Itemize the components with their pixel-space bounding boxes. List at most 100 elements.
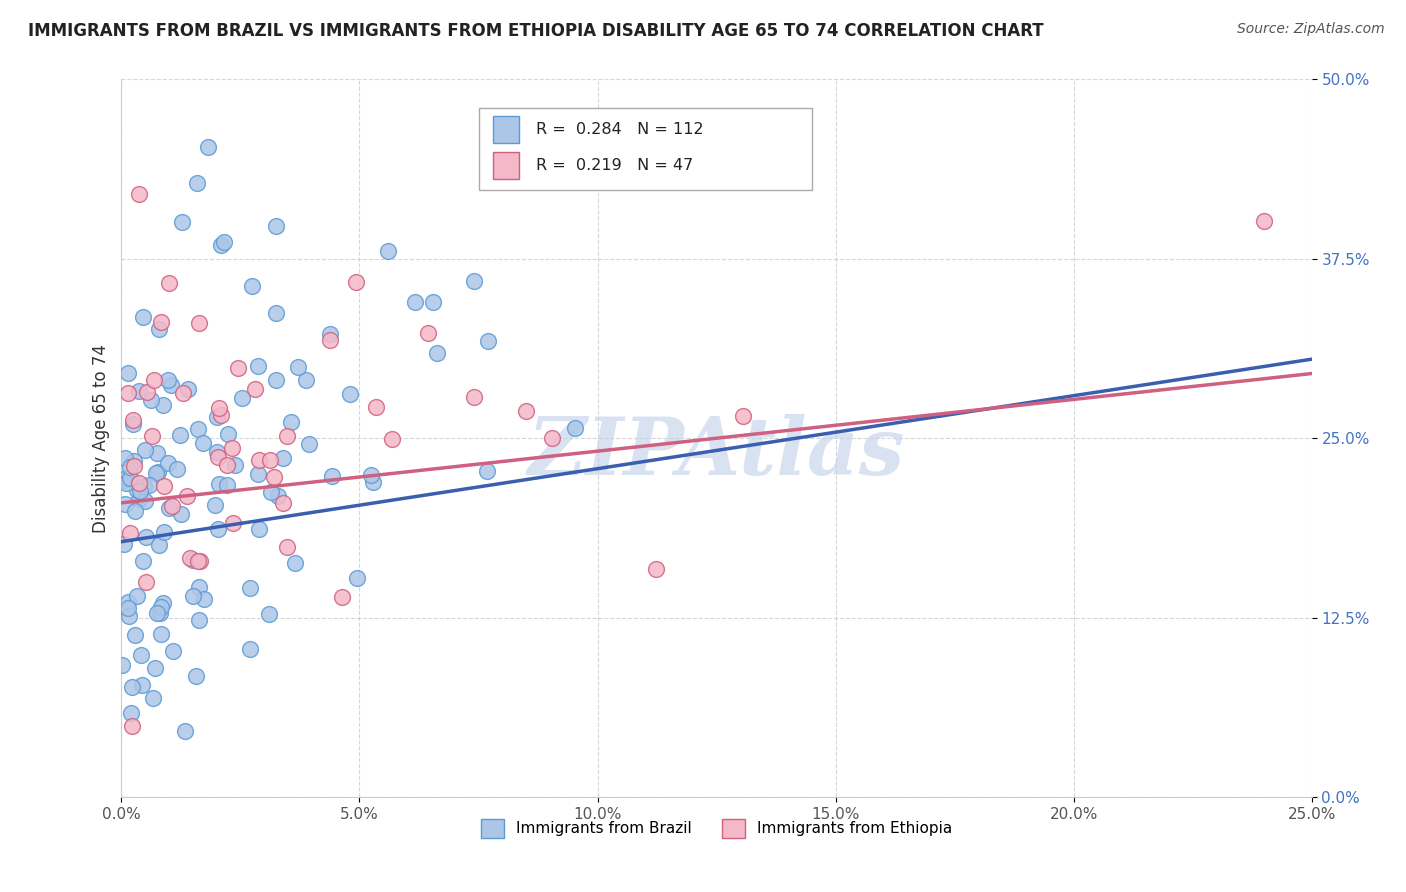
Point — [114, 450, 136, 465]
Point — [264, 306, 287, 320]
Bar — [492, 116, 519, 143]
Point — [141, 392, 163, 407]
Point — [149, 627, 172, 641]
Point — [263, 469, 285, 483]
Point — [645, 562, 668, 576]
Point — [247, 359, 270, 374]
Point — [111, 658, 134, 673]
Point — [188, 316, 211, 330]
Point — [122, 413, 145, 427]
Point — [121, 680, 143, 694]
Point — [152, 479, 174, 493]
Point — [247, 453, 270, 467]
Point — [381, 433, 404, 447]
Point — [209, 408, 232, 422]
Point — [463, 274, 485, 288]
Point — [245, 382, 267, 396]
Point — [193, 592, 215, 607]
Point — [1253, 214, 1275, 228]
Point — [217, 426, 239, 441]
FancyBboxPatch shape — [478, 108, 811, 190]
Text: R =  0.219   N = 47: R = 0.219 N = 47 — [536, 158, 693, 173]
Point — [122, 417, 145, 432]
Point — [128, 476, 150, 491]
Point — [344, 275, 367, 289]
Point — [224, 458, 246, 472]
Point — [177, 382, 200, 396]
Point — [128, 491, 150, 506]
Point — [377, 244, 399, 258]
Point — [135, 530, 157, 544]
Point — [129, 648, 152, 662]
Point — [157, 277, 180, 291]
Point — [463, 390, 485, 404]
Point — [187, 422, 209, 436]
Point — [124, 454, 146, 468]
Point — [162, 644, 184, 658]
Point — [276, 429, 298, 443]
Point — [264, 373, 287, 387]
Point — [172, 385, 194, 400]
Point — [346, 571, 368, 585]
Point — [146, 446, 169, 460]
Point — [295, 374, 318, 388]
Text: Source: ZipAtlas.com: Source: ZipAtlas.com — [1237, 22, 1385, 37]
Point — [564, 421, 586, 435]
Point — [143, 661, 166, 675]
Point — [217, 478, 239, 492]
Text: IMMIGRANTS FROM BRAZIL VS IMMIGRANTS FROM ETHIOPIA DISABILITY AGE 65 TO 74 CORRE: IMMIGRANTS FROM BRAZIL VS IMMIGRANTS FRO… — [28, 22, 1043, 40]
Point — [266, 219, 288, 233]
Point — [114, 497, 136, 511]
Point — [416, 326, 439, 340]
Point — [141, 429, 163, 443]
Point — [260, 484, 283, 499]
Point — [239, 641, 262, 656]
Point — [143, 373, 166, 387]
Point — [207, 522, 229, 536]
Point — [172, 215, 194, 229]
Point — [231, 391, 253, 405]
Point — [117, 386, 139, 401]
Point — [186, 176, 208, 190]
Point — [239, 581, 262, 595]
Point — [205, 409, 228, 424]
Point — [159, 377, 181, 392]
Point — [131, 554, 153, 568]
Point — [115, 471, 138, 485]
Point — [319, 327, 342, 342]
Point — [205, 445, 228, 459]
Point — [283, 556, 305, 570]
Point — [321, 468, 343, 483]
Point — [240, 279, 263, 293]
Point — [160, 499, 183, 513]
Point — [477, 464, 499, 478]
Point — [135, 574, 157, 589]
Point — [118, 609, 141, 624]
Point — [181, 553, 204, 567]
Point — [117, 595, 139, 609]
Point — [181, 589, 204, 603]
Point — [145, 466, 167, 480]
Point — [276, 541, 298, 555]
Point — [187, 554, 209, 568]
Point — [207, 401, 229, 416]
Point — [267, 489, 290, 503]
Point — [152, 524, 174, 539]
Point — [135, 384, 157, 399]
Point — [287, 359, 309, 374]
Point — [188, 580, 211, 594]
Point — [138, 478, 160, 492]
Point — [731, 409, 754, 424]
Point — [188, 554, 211, 568]
Point — [193, 435, 215, 450]
Point — [187, 613, 209, 627]
Point — [319, 333, 342, 347]
Point — [515, 403, 537, 417]
Point — [156, 373, 179, 387]
Point — [222, 516, 245, 530]
Point — [132, 310, 155, 324]
Point — [120, 706, 142, 720]
Point — [118, 459, 141, 474]
Point — [197, 139, 219, 153]
Text: ZIPAtlas: ZIPAtlas — [527, 414, 905, 491]
